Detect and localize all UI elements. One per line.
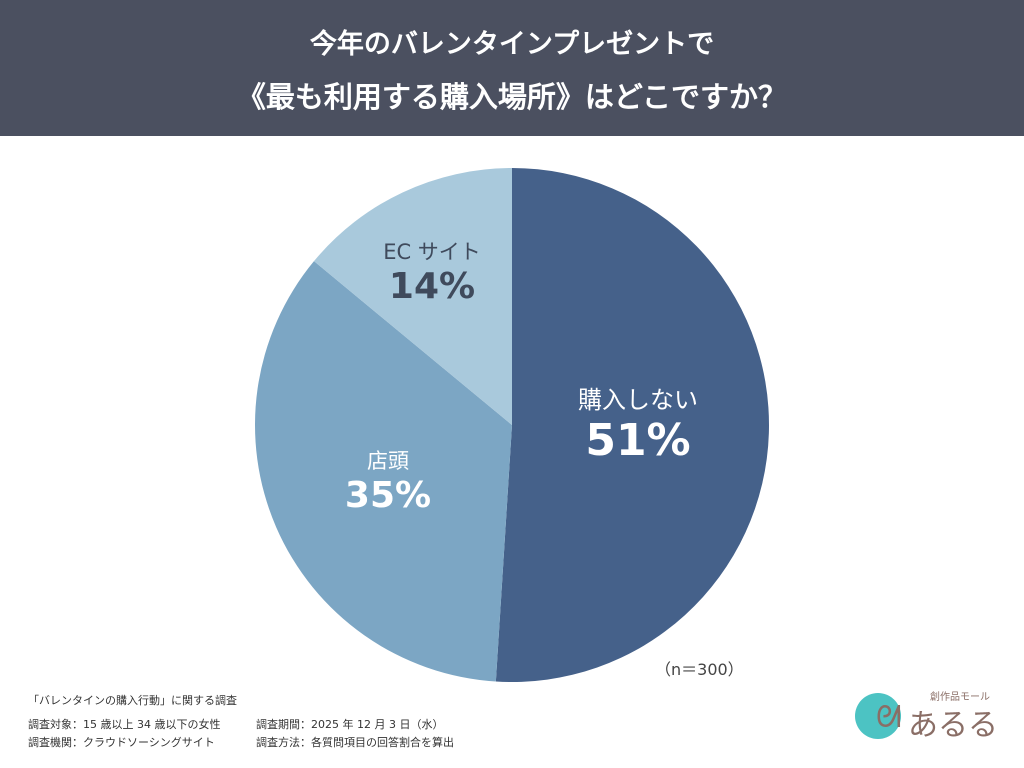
pie-slice-0 [495, 167, 770, 682]
slice-label-1: 店頭 35% [345, 445, 431, 516]
pie-slice-2 [313, 168, 512, 425]
survey-period: 調査期間：2025 年 12 月 3 日（水） [256, 718, 444, 731]
title-line-2: 《最も利用する購入場所》はどこですか？ [236, 80, 788, 114]
category-label: EC サイト [383, 240, 481, 264]
title-line-1: 今年のバレンタインプレゼントで [309, 29, 715, 60]
category-label: 購入しない [578, 386, 698, 414]
logo-name: あるる [908, 708, 998, 743]
survey-method: 調査方法：各質問項目の回答割合を算出 [256, 736, 454, 749]
logo-tagline: 創作品モール [930, 692, 990, 703]
percent-label: 14% [388, 266, 476, 307]
percent-label: 35% [344, 475, 432, 516]
slice-label-0: 購入しない 51% [578, 380, 698, 466]
slice-label-2: EC サイト 14% [383, 236, 481, 307]
logo-circle [855, 693, 901, 739]
header: 今年のバレンタインプレゼントで 《最も利用する購入場所》はどこですか？ [0, 0, 1024, 136]
survey-org: 調査機関：クラウドソーシングサイト [28, 736, 215, 749]
survey-target: 調査対象：15 歳以上 34 歳以下の女性 [28, 718, 221, 731]
pie-slice-1 [255, 261, 513, 682]
survey-title: 「バレンタインの購入行動」に関する調査 [28, 694, 237, 707]
sample-size: （n＝300） [655, 660, 744, 679]
category-label: 店頭 [366, 449, 409, 473]
percent-label: 51% [585, 415, 691, 466]
rabbit-icon: ᘛ [876, 700, 902, 735]
